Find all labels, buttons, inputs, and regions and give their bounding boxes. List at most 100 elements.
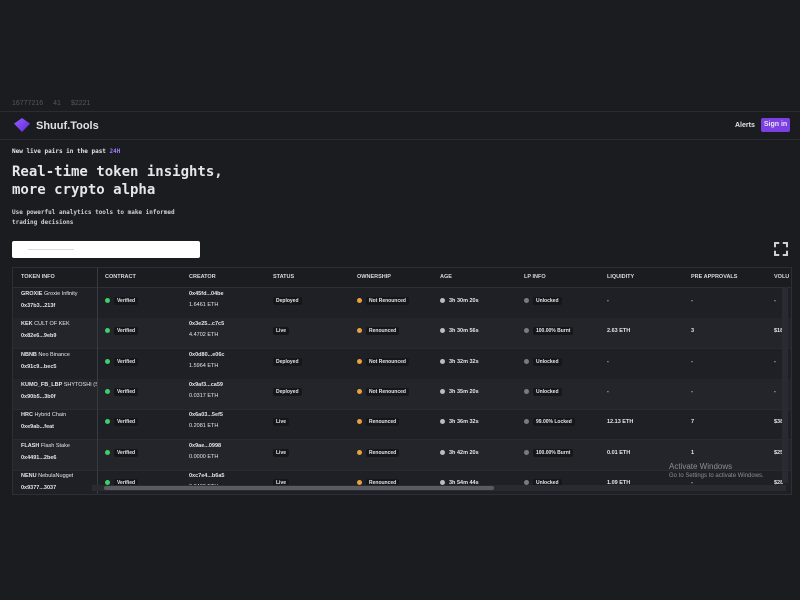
creator-address: 0xc7e4...b6a5: [189, 472, 225, 479]
creator-balance: 0.0317 ETH: [189, 392, 219, 399]
age-text: 3h 36m 32s: [449, 419, 479, 426]
volume: $25: [774, 450, 783, 456]
column-header[interactable]: OWNERSHIP: [357, 274, 391, 280]
icon: [105, 328, 110, 334]
liquidity-text: 2.63 ETH: [607, 328, 631, 335]
column-header[interactable]: CONTRACT: [105, 274, 136, 280]
contract-text: Verified: [114, 357, 139, 366]
pre-approvals: 3: [691, 328, 694, 334]
table-row[interactable]: NENU NebulaNugget 0x9377...3037 Verified 0x…: [13, 470, 791, 494]
creator-balance: 0.2081 ETH: [189, 423, 219, 430]
contract: Verified: [105, 387, 139, 396]
search-input[interactable]: [12, 241, 200, 258]
token-fullname: Hybrid Chain: [34, 412, 67, 419]
icon: [357, 298, 362, 303]
token-fullname: Neo Binance: [38, 351, 70, 358]
horizontal-scrollbar[interactable]: [92, 485, 786, 491]
icon: [440, 449, 445, 455]
pre-approvals-text: 1: [691, 449, 695, 456]
ownership: Renounced: [357, 327, 400, 336]
token-symbol: HRC: [21, 412, 33, 419]
table-row[interactable]: HRC Hybrid Chain 0xe9ab...feat Verified 0x6…: [13, 409, 791, 441]
ownership-text: Not Renounced: [366, 297, 409, 305]
ownership-text: Renounced: [366, 327, 400, 336]
status-text: Deployed: [273, 357, 302, 366]
pre-approvals: -: [691, 389, 693, 395]
lp-info: 100.00% Burnt: [524, 448, 574, 457]
table-header: TOKEN INFO CONTRACT CREATOR STATUS OWNERSHIP…: [13, 268, 791, 288]
column-header[interactable]: LIQUIDITY: [607, 274, 635, 280]
creator-balance: 1.6461 ETH: [189, 302, 219, 308]
sticky-column-divider: [13, 268, 98, 494]
volume-text: -: [774, 388, 776, 395]
table-row[interactable]: GROXIE Groxie Infinity 0x37b3...213f Verif…: [13, 288, 791, 319]
lp-info-text: 100.00% Burnt: [533, 327, 574, 336]
status-text: Live: [273, 478, 290, 487]
pre-approvals-text: 7: [691, 419, 695, 426]
icon: [357, 419, 362, 425]
token-name: FLASH Flash Stake: [21, 443, 70, 449]
hero-title: Real-time token insights,: [12, 164, 223, 180]
pre-approvals: 7: [691, 419, 694, 425]
column-header[interactable]: VOLU: [774, 274, 790, 280]
watermark-title: Activate Windows: [669, 462, 733, 471]
volume: $38: [774, 419, 783, 425]
icon: [524, 388, 529, 394]
creator-address: 0x45fd...04be: [189, 291, 224, 297]
contract-text: Verified: [114, 448, 139, 457]
expand-button[interactable]: [774, 242, 788, 256]
table-row[interactable]: FLASH Flash Stake 0x4491...2be6 Verified 0x…: [13, 439, 791, 471]
volume: $18: [774, 328, 783, 334]
liquidity: 0.01 ETH: [607, 450, 630, 456]
token-table: TOKEN INFO CONTRACT CREATOR STATUS OWNERSHIP…: [12, 267, 792, 495]
table-row[interactable]: KUMO_FB_LBP SHYTOSHI (SH 0x90b5...3b0f Ver…: [13, 378, 791, 410]
contract-text: Verified: [114, 387, 139, 396]
age-text: 3h 54m 44s: [449, 479, 479, 486]
table-row[interactable]: KEK CULT OF KEK 0x82e6...9eb9 Verified 0x3e…: [13, 318, 791, 350]
vertical-scrollbar[interactable]: [782, 287, 788, 483]
liquidity-text: -: [607, 298, 609, 304]
eyebrow: New live pairs in the past 24H: [12, 148, 120, 155]
alerts-link[interactable]: Alerts: [735, 122, 755, 129]
pre-approvals: -: [691, 298, 693, 304]
token-fullname: NebulaNugget: [38, 472, 74, 479]
lp-info: Unlocked: [524, 297, 562, 305]
logo-icon[interactable]: [14, 118, 30, 132]
ownership-text: Not Renounced: [366, 387, 409, 396]
column-header[interactable]: STATUS: [273, 274, 295, 280]
table-row[interactable]: NBNB Neo Binance 0x91c9...bec5 Verified 0x0…: [13, 349, 791, 380]
status-text: Live: [273, 327, 290, 336]
column-header[interactable]: TOKEN INFO: [21, 274, 55, 280]
contract: Verified: [105, 327, 139, 336]
column-header[interactable]: AGE: [440, 274, 452, 280]
icon: [440, 328, 445, 334]
lp-info-text: 100.00% Burnt: [533, 448, 574, 457]
contract: Verified: [105, 418, 139, 427]
sign-in-button[interactable]: Sign in: [761, 118, 790, 132]
hero-title: more crypto alpha: [12, 182, 156, 198]
ownership: Renounced: [357, 478, 400, 487]
icon: [440, 479, 445, 485]
token-address: 0x4491...2be6: [21, 454, 57, 461]
volume-text: -: [774, 298, 776, 304]
volume-text: $18: [774, 328, 784, 335]
column-header[interactable]: PRE APPROVALS: [691, 274, 738, 280]
token-name: NENU NebulaNugget: [21, 473, 73, 479]
pre-approvals: -: [691, 480, 693, 486]
icon: [440, 298, 445, 303]
status-text: Deployed: [273, 387, 302, 396]
liquidity-text: 0.01 ETH: [607, 449, 631, 456]
liquidity: -: [607, 298, 609, 304]
contract-text: Verified: [114, 478, 139, 487]
column-header[interactable]: LP INFO: [524, 274, 546, 280]
scroll-thumb[interactable]: [104, 486, 494, 490]
token-fullname: SHYTOSHI (SH: [63, 381, 97, 388]
stats-bar: 16777216 41 $2221: [12, 100, 100, 107]
contract-text: Verified: [114, 297, 139, 305]
token-address: 0x91c9...bec5: [21, 363, 57, 370]
column-header[interactable]: CREATOR: [189, 274, 216, 280]
ownership-text: Renounced: [366, 478, 400, 487]
icon: [105, 298, 110, 303]
age: 3h 54m 44s: [440, 479, 479, 486]
logo[interactable]: Shuuf.Tools: [36, 120, 99, 132]
